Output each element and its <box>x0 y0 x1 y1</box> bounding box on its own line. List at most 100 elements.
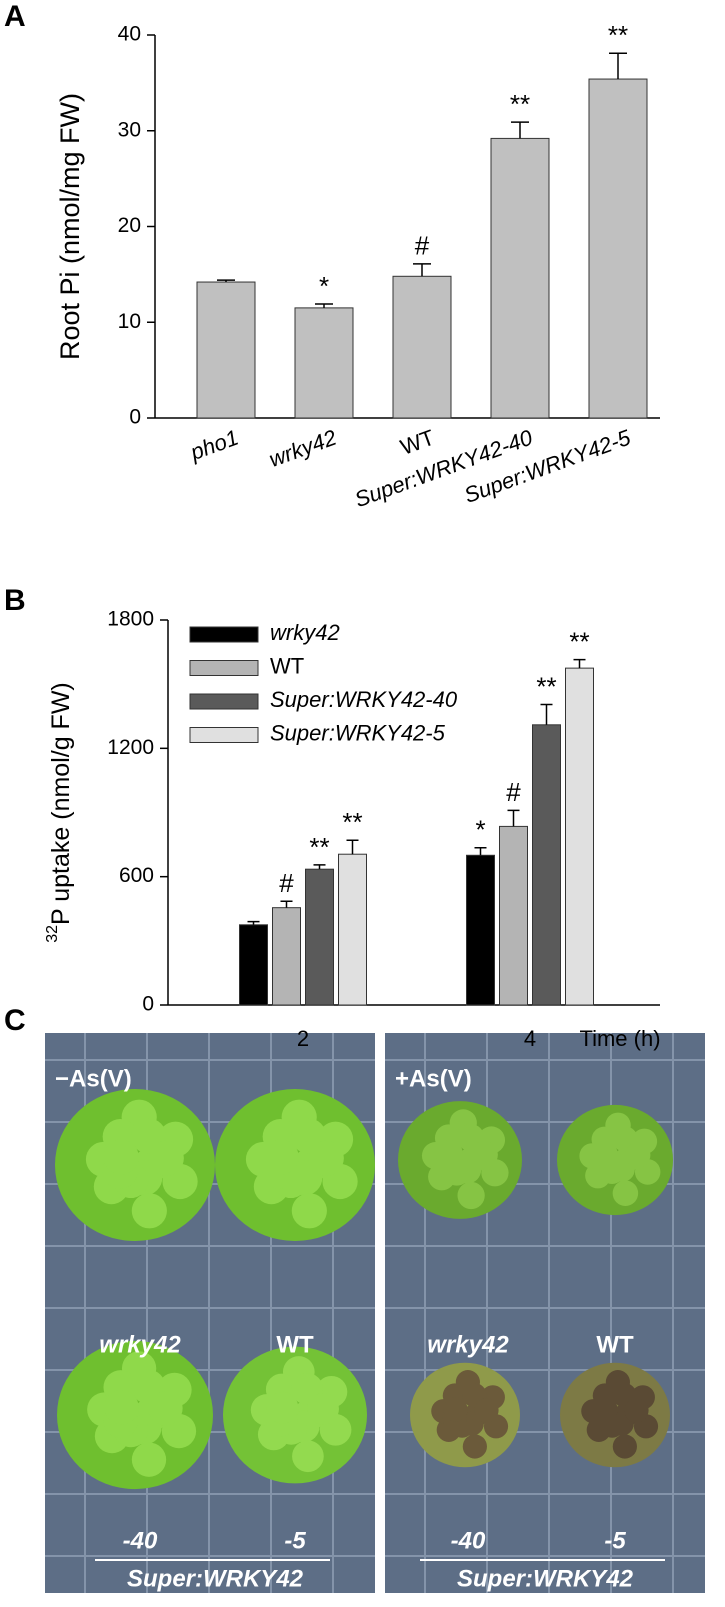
error-bar <box>280 900 293 908</box>
error-bar <box>474 847 487 856</box>
y-axis-label: Root Pi (nmol/mg FW) <box>55 93 85 360</box>
line-label: -40 <box>451 1527 486 1554</box>
panel-label: C <box>4 1004 26 1037</box>
significance: ** <box>536 671 556 701</box>
bar <box>338 853 367 1006</box>
y-tick-label: 1200 <box>107 736 154 759</box>
significance: # <box>279 868 294 898</box>
error-bar <box>313 864 326 870</box>
leaf <box>291 1193 327 1229</box>
leaf <box>103 1139 139 1175</box>
bar <box>588 78 648 419</box>
leaf <box>624 1142 651 1168</box>
y-tick-label: 1800 <box>107 608 154 631</box>
error-bar <box>609 52 627 80</box>
significance: # <box>415 231 430 261</box>
bar <box>565 667 594 1006</box>
x-tick-label: Super:WRKY42-5 <box>461 424 635 508</box>
significance: ** <box>608 20 628 50</box>
construct-label: Super:WRKY42 <box>457 1565 634 1592</box>
bar <box>499 825 528 1006</box>
significance: # <box>506 777 521 807</box>
line-label: -5 <box>604 1527 626 1554</box>
error-bar <box>217 279 235 283</box>
genotype-label: WT <box>596 1331 634 1358</box>
leaf <box>593 1397 618 1422</box>
significance: ** <box>510 89 530 119</box>
bar <box>490 137 550 419</box>
genotype-label: wrky42 <box>99 1331 181 1358</box>
y-tick-label: 20 <box>118 214 141 237</box>
legend-swatch <box>189 626 259 643</box>
leaf <box>263 1139 299 1175</box>
bar <box>466 854 495 1006</box>
photo-label: −As(V) <box>55 1065 132 1092</box>
significance: ** <box>309 832 329 862</box>
x-tick-label: 2 <box>297 1026 309 1051</box>
genotype-label: wrky42 <box>427 1331 509 1358</box>
y-tick-label: 30 <box>118 118 141 141</box>
significance: * <box>475 815 485 845</box>
error-bar <box>573 658 586 669</box>
photo-panel <box>45 1033 705 1593</box>
leaf <box>470 1141 498 1169</box>
line-label: -5 <box>284 1527 306 1554</box>
x-tick-label: pho1 <box>186 425 241 466</box>
legend-label: Super:WRKY42-40 <box>270 687 458 712</box>
y-axis-label-sup: 32 <box>44 925 61 943</box>
legend-label: wrky42 <box>270 620 340 645</box>
leaf <box>624 1398 649 1423</box>
bar <box>305 868 334 1006</box>
significance: * <box>319 271 329 301</box>
y-tick-label: 10 <box>118 310 141 333</box>
leaf <box>457 1181 485 1210</box>
legend-label: WT <box>270 653 304 678</box>
legend-swatch <box>189 660 259 676</box>
error-bar <box>413 263 431 277</box>
leaf <box>612 1434 637 1459</box>
leaf <box>131 1442 167 1477</box>
x-tick-label: 4 <box>524 1026 536 1051</box>
legend-swatch <box>189 693 259 710</box>
y-tick-label: 0 <box>129 406 141 429</box>
line-label: -40 <box>123 1527 158 1554</box>
y-axis-label-text: P uptake (nmol/g FW) <box>47 682 75 925</box>
panel-label: A <box>4 0 26 33</box>
bar <box>294 307 354 419</box>
bar <box>532 724 561 1006</box>
leaf <box>104 1390 139 1425</box>
error-bar <box>247 920 260 925</box>
construct-label: Super:WRKY42 <box>127 1565 304 1592</box>
significance: ** <box>569 626 589 656</box>
leaf <box>307 1392 339 1425</box>
leaf <box>292 1440 324 1473</box>
leaf <box>612 1180 639 1206</box>
leaf <box>148 1140 184 1176</box>
legend-swatch <box>189 727 259 743</box>
significance: ** <box>342 807 362 837</box>
photo-label: +As(V) <box>395 1065 472 1092</box>
genotype-label: WT <box>276 1331 314 1358</box>
legend-label: Super:WRKY42-5 <box>270 720 446 745</box>
y-tick-label: 40 <box>118 23 141 46</box>
x-tick-label: WT <box>397 425 438 460</box>
leaf <box>308 1140 344 1176</box>
y-axis-label: 32P uptake (nmol/g FW) <box>44 682 74 942</box>
bar <box>392 275 452 419</box>
leaf <box>474 1398 499 1423</box>
error-bar <box>346 839 359 855</box>
leaf <box>266 1391 299 1424</box>
error-bar <box>511 121 529 139</box>
bar <box>196 281 256 419</box>
bar <box>239 924 268 1006</box>
leaf <box>148 1391 183 1426</box>
leaf <box>131 1193 167 1229</box>
leaf <box>592 1141 618 1167</box>
y-tick-label: 600 <box>119 864 154 887</box>
leaf <box>443 1397 468 1422</box>
leaf <box>435 1140 463 1168</box>
error-bar <box>507 809 520 827</box>
y-tick-label: 0 <box>142 993 154 1016</box>
leaf <box>462 1434 487 1459</box>
